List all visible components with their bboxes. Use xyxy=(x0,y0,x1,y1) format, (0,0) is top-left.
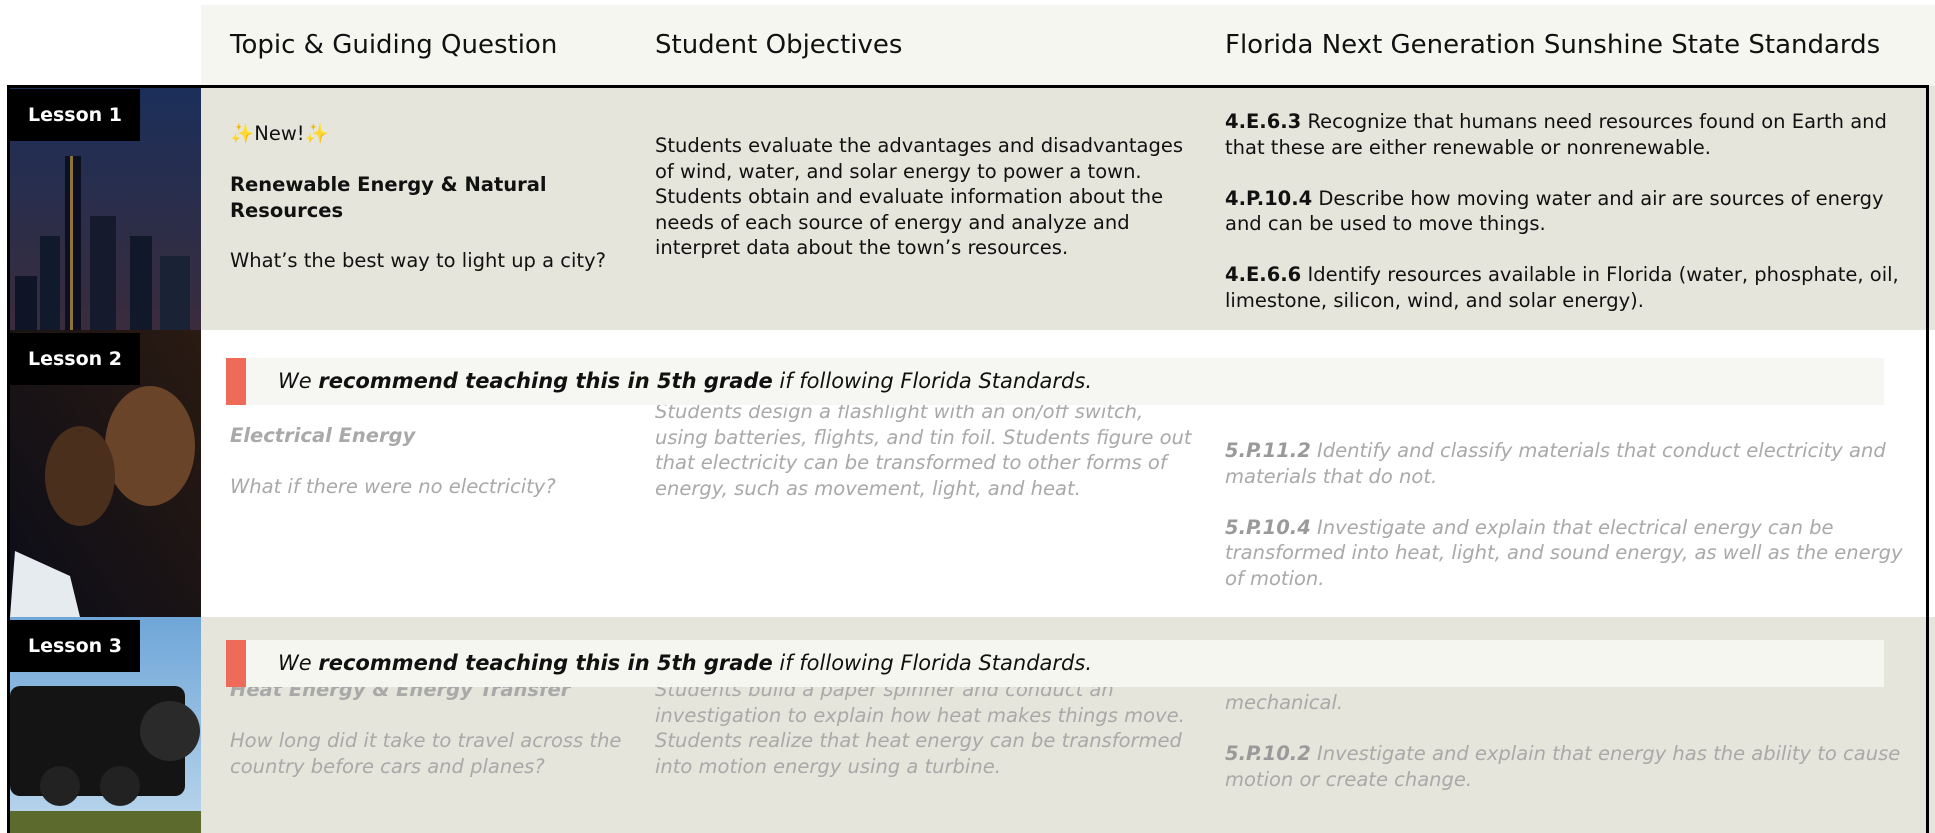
lesson-label: Lesson 2 xyxy=(10,333,141,385)
standards: 4.E.6.3 Recognize that humans need resou… xyxy=(1225,109,1910,339)
column-header: Student Objectives xyxy=(655,30,903,60)
grade-banner: We recommend teaching this in 5th grade … xyxy=(226,640,1884,687)
standard: 5.P.11.2 Identify and classify materials… xyxy=(1225,438,1910,489)
guiding-question: What if there were no electricity? xyxy=(230,475,556,498)
standard: 4.P.10.4 Describe how moving water and a… xyxy=(1225,186,1910,237)
objectives: Students evaluate the advantages and dis… xyxy=(655,134,1184,259)
lesson-label: Lesson 3 xyxy=(10,620,141,672)
standard-code: 4.E.6.3 xyxy=(1225,110,1302,133)
banner-prefix: We xyxy=(278,651,312,675)
standard-code: 4.P.10.4 xyxy=(1225,186,1313,210)
topic-title: Renewable Energy & Natural Resources xyxy=(230,173,547,222)
topic-title: Electrical Energy xyxy=(230,424,416,447)
grade-banner: We recommend teaching this in 5th grade … xyxy=(226,358,1884,405)
banner-accent xyxy=(226,640,246,687)
standard: 5.P.10.4 Investigate and explain that el… xyxy=(1225,515,1910,592)
banner-prefix: We xyxy=(278,369,312,393)
banner-emphasis: recommend teaching this in 5th grade xyxy=(318,651,773,675)
standard-text: Identify and classify materials that con… xyxy=(1225,439,1886,488)
guiding-question: How long did it take to travel across th… xyxy=(230,729,622,778)
banner-emphasis: recommend teaching this in 5th grade xyxy=(318,369,773,393)
standard-code: 5.P.10.4 xyxy=(1225,515,1311,539)
standard: 4.E.6.6 Identify resources available in … xyxy=(1225,262,1910,313)
standard-code: 4.E.6.6 xyxy=(1225,263,1302,286)
table-border xyxy=(7,85,1929,833)
lesson-images xyxy=(10,86,201,833)
row-bg xyxy=(201,86,1935,330)
banner-suffix: if following Florida Standards. xyxy=(779,651,1093,675)
standard-text: Investigate and explain that electrical … xyxy=(1225,515,1903,590)
lesson-label: Lesson 1 xyxy=(10,89,141,141)
guiding-question: What’s the best way to light up a city? xyxy=(230,249,606,272)
standard-text: Investigate and explain that energy has … xyxy=(1225,742,1901,791)
standard-code: 5.P.11.2 xyxy=(1225,439,1311,462)
standard: mechanical. xyxy=(1225,690,1910,716)
standards: mechanical. 5.P.10.2 Investigate and expl… xyxy=(1225,690,1910,818)
standard: 4.E.6.3 Recognize that humans need resou… xyxy=(1225,109,1910,160)
header-bg xyxy=(201,5,1935,86)
column-header: Topic & Guiding Question xyxy=(230,30,558,60)
standard-text: Describe how moving water and air are so… xyxy=(1225,186,1884,236)
standard-text: mechanical. xyxy=(1225,691,1344,714)
standard-text: Identify resources available in Florida … xyxy=(1225,263,1899,312)
objectives: Students build a paper spinner and condu… xyxy=(655,678,1185,778)
column-header: Florida Next Generation Sunshine State S… xyxy=(1225,30,1881,60)
new-badge: ✨New!✨ xyxy=(230,122,329,145)
banner-accent xyxy=(226,358,246,405)
standard-text: Recognize that humans need resources fou… xyxy=(1225,110,1887,159)
banner-suffix: if following Florida Standards. xyxy=(779,369,1093,393)
objectives: Students design a flashlight with an on/… xyxy=(655,400,1192,500)
standards: 5.P.11.2 Identify and classify materials… xyxy=(1225,438,1910,617)
standard: 5.P.10.2 Investigate and explain that en… xyxy=(1225,741,1910,792)
standard-code: 5.P.10.2 xyxy=(1225,742,1311,765)
